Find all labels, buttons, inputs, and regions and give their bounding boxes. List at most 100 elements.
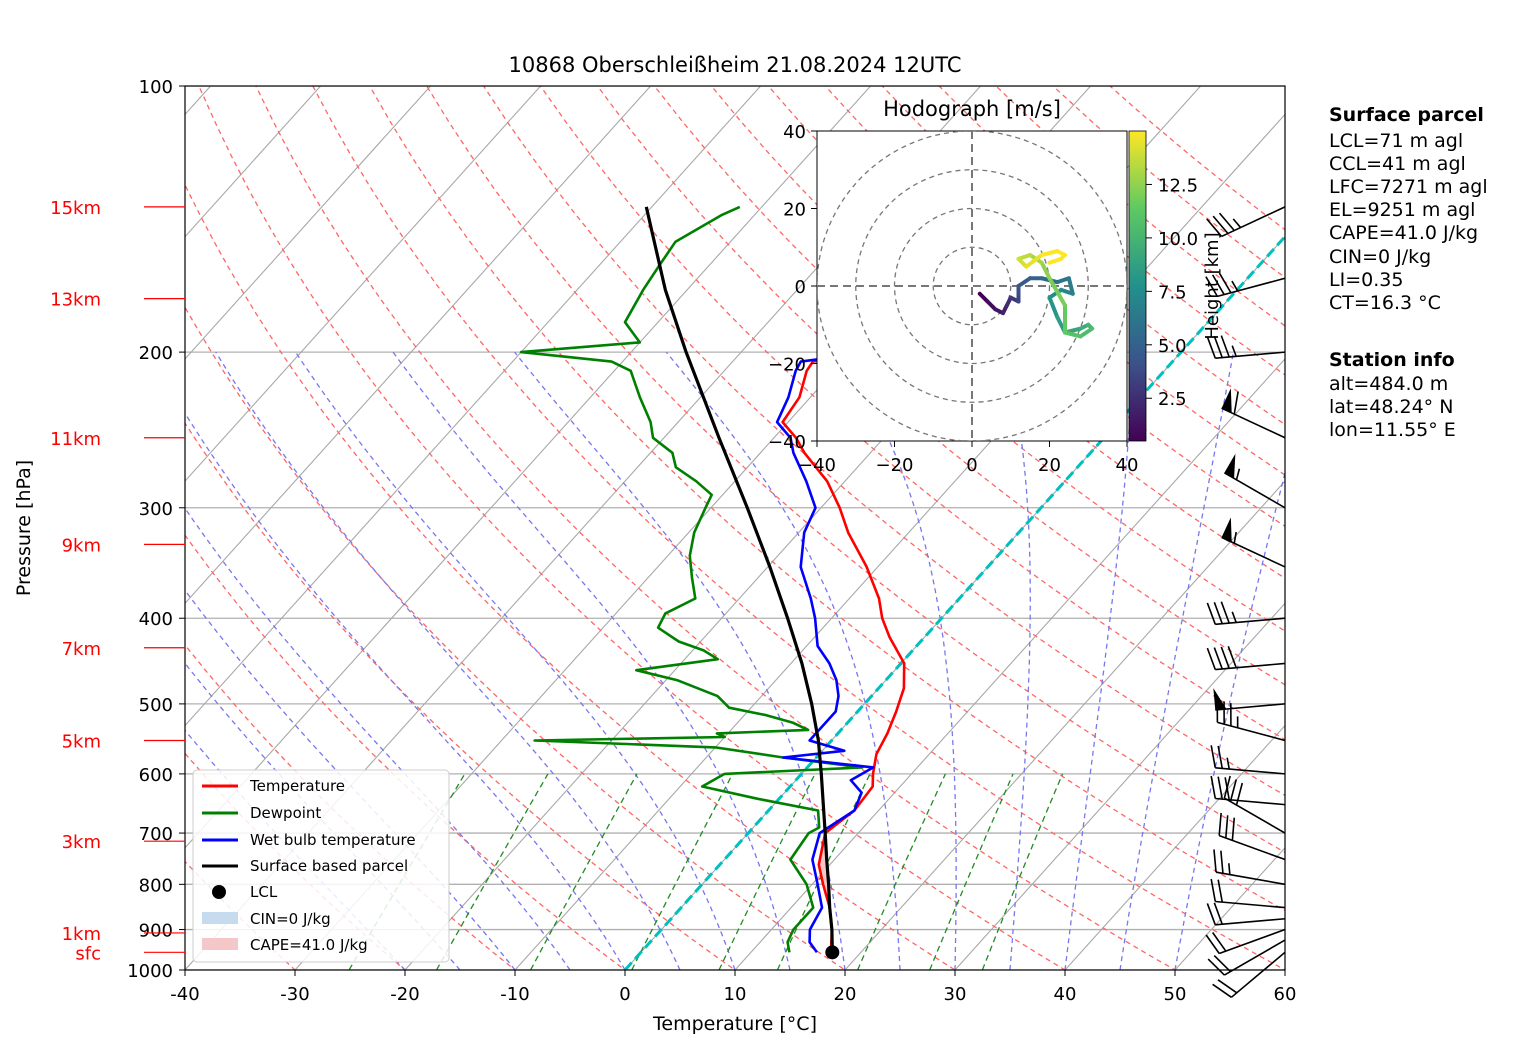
hodograph-segment xyxy=(1063,330,1083,339)
isotherm-line xyxy=(734,358,1285,970)
barb-feather xyxy=(1213,849,1217,873)
hodograph-x-tick-label: −40 xyxy=(798,455,836,476)
legend-box xyxy=(192,769,450,963)
barb-feather xyxy=(1220,850,1224,874)
wind-barb xyxy=(1210,878,1286,909)
legend-label-lcl: LCL xyxy=(250,883,278,901)
dry-adiabat-line xyxy=(198,86,1067,970)
barb-pennant xyxy=(1224,453,1236,479)
height-label: 5km xyxy=(62,731,101,752)
barb-feather xyxy=(1212,215,1229,235)
legend-label-temperature: Temperature xyxy=(249,777,345,795)
barb-feather xyxy=(1206,336,1217,359)
hodograph-segment xyxy=(1047,287,1064,300)
hodograph-segment xyxy=(1066,276,1075,296)
moist-adiabat-line xyxy=(1174,470,1285,970)
wind-barb xyxy=(1218,812,1286,861)
barb-feather xyxy=(1229,779,1238,802)
barb-staff xyxy=(1223,797,1286,834)
colorbar-tick-label: 7.5 xyxy=(1158,282,1187,303)
barb-staff xyxy=(1215,766,1286,775)
surface-parcel-title: Surface parcel xyxy=(1329,104,1484,126)
parcel-line xyxy=(644,206,834,953)
wind-barb xyxy=(1206,902,1286,926)
legend-swatch-cape xyxy=(202,938,238,950)
x-axis-label: Temperature [°C] xyxy=(652,1013,817,1035)
wind-barb xyxy=(1210,745,1286,775)
hodograph-segment xyxy=(1059,287,1075,296)
barb-feather xyxy=(1217,979,1238,994)
wind-barb xyxy=(1213,849,1286,886)
barb-feather xyxy=(1220,646,1230,669)
barb-feather xyxy=(1210,775,1217,799)
barb-staff xyxy=(1221,407,1286,439)
colorbar-tick-label: 2.5 xyxy=(1158,389,1187,410)
barb-feather xyxy=(1210,745,1217,768)
dry-adiabat-line xyxy=(539,86,1285,741)
barb-staff xyxy=(1230,951,1286,998)
moist-adiabat-line xyxy=(185,412,626,970)
legend-swatch-lcl xyxy=(212,885,226,899)
barb-staff xyxy=(1215,617,1286,626)
isotherm-line xyxy=(1064,724,1285,970)
barb-feather xyxy=(1220,601,1230,624)
height-label: sfc xyxy=(75,943,101,964)
wind-barb xyxy=(1205,272,1286,298)
barb-feather xyxy=(1217,776,1224,800)
wind-barb xyxy=(1223,775,1286,834)
barb-feather xyxy=(1220,335,1230,358)
moist-adiabat-line xyxy=(215,351,681,970)
barb-feather xyxy=(1235,782,1244,806)
barb-staff xyxy=(1215,917,1286,926)
colorbar-label: Height [km] xyxy=(1202,232,1223,339)
legend-label-cin: CIN=0 J/kg xyxy=(250,910,331,928)
chart-title: 10868 Oberschleißheim 21.08.2024 12UTC xyxy=(509,53,962,77)
surface-parcel-line: CT=16.3 °C xyxy=(1329,292,1441,314)
dry-adiabat-line xyxy=(596,86,1285,686)
barb-feather xyxy=(1218,812,1222,836)
barb-feather xyxy=(1213,335,1223,358)
x-tick-label: 20 xyxy=(834,984,857,1005)
barb-feather xyxy=(1206,218,1223,237)
wind-barb xyxy=(1216,699,1286,742)
y-tick-label: 100 xyxy=(139,77,173,98)
station-info-line: lat=48.24° N xyxy=(1329,396,1453,418)
dry-adiabat-line xyxy=(255,86,1177,970)
moist-adiabat-line xyxy=(185,507,571,970)
x-tick-label: 10 xyxy=(724,984,747,1005)
y-tick-label: 600 xyxy=(139,765,173,786)
freezing-isotherm xyxy=(623,234,1285,970)
station-info-line: alt=484.0 m xyxy=(1329,373,1448,395)
hodograph-x-tick-label: 0 xyxy=(966,455,977,476)
mixing-ratio-line xyxy=(436,773,549,970)
hodograph-segment xyxy=(1047,276,1067,308)
x-tick-label: -10 xyxy=(500,984,529,1005)
barb-half-feather xyxy=(1228,863,1231,875)
isotherm-line xyxy=(514,113,1285,970)
colorbar-tick-label: 12.5 xyxy=(1158,175,1198,196)
dry-adiabat-line xyxy=(369,86,1285,912)
y-tick-label: 900 xyxy=(139,921,173,942)
barb-staff xyxy=(1221,536,1286,568)
legend-label-cape: CAPE=41.0 J/kg xyxy=(250,936,368,954)
x-tick-label: -30 xyxy=(280,984,309,1005)
dry-adiabat-line xyxy=(767,86,1285,527)
colorbar-tick-label: 10.0 xyxy=(1158,229,1198,250)
barb-feather xyxy=(1205,934,1220,954)
hodograph-ring xyxy=(932,246,1012,326)
barb-feather xyxy=(1218,212,1235,232)
barb-feather xyxy=(1218,272,1232,294)
wind-barb xyxy=(1206,335,1286,360)
y-axis-ticks: 1000 900 800 700 600 500 400 300 200 100 xyxy=(127,77,185,982)
hodograph-segment xyxy=(1039,260,1052,281)
legend-label-parcel: Surface based parcel xyxy=(250,857,408,875)
hodograph-x-tick-label: 20 xyxy=(1038,455,1061,476)
moist-adiabat-line xyxy=(392,351,791,970)
info-panel: Surface parcel LCL=71 m agl CCL=41 m agl… xyxy=(1329,104,1488,441)
hodograph-segment xyxy=(1078,326,1095,339)
moist-adiabat-line xyxy=(665,351,901,970)
barb-pennant xyxy=(1221,517,1232,543)
station-info-line: lon=11.55° E xyxy=(1329,419,1456,441)
wind-barb xyxy=(1207,939,1286,976)
